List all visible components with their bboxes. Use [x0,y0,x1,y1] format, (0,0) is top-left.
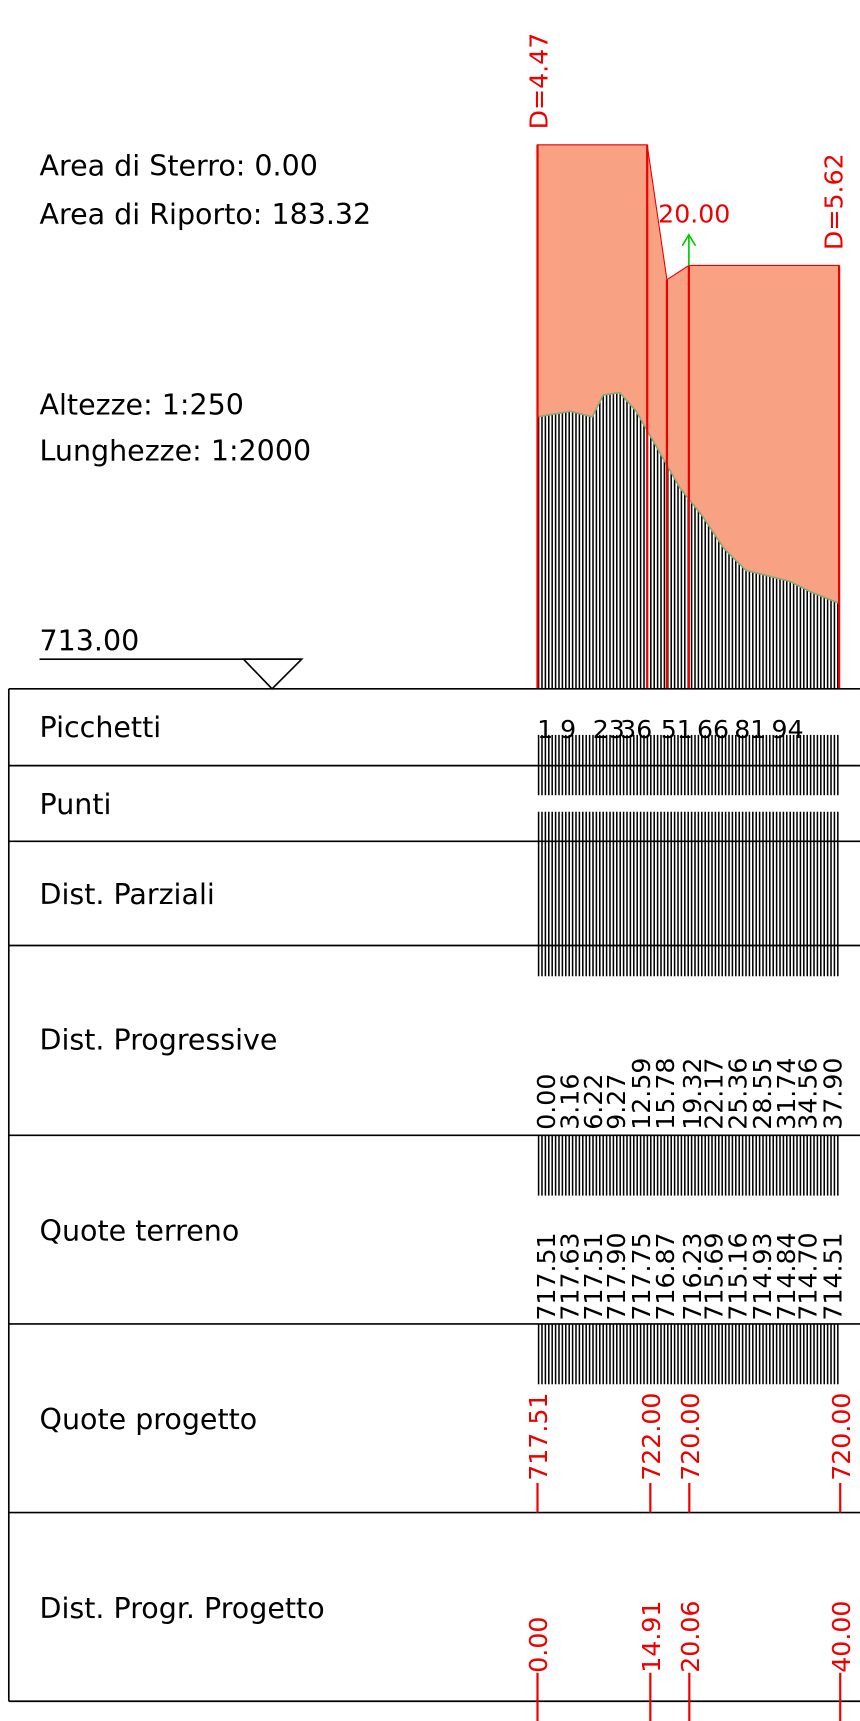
progressive-label: 15.78 [651,1058,680,1130]
project-distance-label: 20.06 [676,1601,705,1673]
progressive-label: 22.17 [700,1058,729,1130]
stake-label: 9 [560,715,576,744]
project-distance-label: 0.00 [524,1617,553,1673]
row-label: Dist. Parziali [40,878,215,911]
ground-height-label: 714.93 [748,1232,777,1320]
ground-line [537,391,840,605]
ground-height-label: 716.23 [678,1232,707,1320]
project-height-label: 720.00 [827,1393,856,1481]
row-label: Punti [40,788,112,821]
progressive-label: 12.59 [627,1058,656,1130]
ground-height-label: 717.75 [627,1232,656,1320]
table-lines [7,688,860,1703]
datum-marker [241,658,304,691]
ground-height-label: 714.70 [793,1232,822,1320]
stake-label: 94 [772,715,804,744]
ground-height-label: 715.16 [724,1232,753,1320]
grade-arrow [681,233,697,266]
project-distance-label: 40.00 [827,1601,856,1673]
red-verticals [536,144,841,689]
stake-label: 66 [697,715,729,744]
progressive-label: 25.36 [724,1058,753,1130]
ground-height-label: 717.51 [532,1232,561,1320]
ground-height-label: 714.84 [772,1232,801,1320]
ground-height-label: 715.69 [700,1232,729,1320]
row-label: Dist. Progr. Progetto [40,1592,325,1625]
project-distance-label: 14.91 [637,1601,666,1673]
scale-heights: Altezze: 1:250 [40,389,244,422]
progressive-label: 37.90 [819,1058,848,1130]
progressive-label: 0.00 [532,1074,561,1130]
progressive-label: 19.32 [678,1058,707,1130]
progressive-label: 31.74 [772,1058,801,1130]
datum: 713.00 [40,624,140,657]
progressive-label: 28.55 [748,1058,777,1130]
project-height-label: 722.00 [637,1393,666,1481]
row-label: Dist. Progressive [40,1024,278,1057]
ground-height-label: 716.87 [651,1232,680,1320]
progressive-label: 3.16 [556,1074,585,1130]
stake-label: 51 [661,715,693,744]
stake-label: 23 [593,715,625,744]
grade-label: 20.00 [658,200,730,229]
row-label: Quote progetto [40,1403,258,1436]
scale-lengths: Lunghezze: 1:2000 [40,435,312,468]
d-start: D=4.47 [524,33,553,130]
progressive-label: 9.27 [602,1074,631,1130]
d-end: D=5.62 [819,153,848,250]
ground-height-label: 717.63 [556,1232,585,1320]
area-sterro: Area di Sterro: 0.00 [40,150,318,183]
row-label: Picchetti [40,711,162,744]
ground-height-label: 717.90 [602,1232,631,1320]
progressive-label: 6.22 [579,1074,608,1130]
stake-label: 81 [734,715,766,744]
ground-height-label: 714.51 [819,1232,848,1320]
ground-height-label: 717.51 [579,1232,608,1320]
stake-label: 1 [537,715,553,744]
stake-label: 36 [620,715,652,744]
project-height-label: 717.51 [524,1393,553,1481]
row-label: Quote terreno [40,1215,240,1248]
progressive-label: 34.56 [793,1058,822,1130]
barcode-lines [537,393,839,1385]
area-riporto: Area di Riporto: 183.32 [40,198,372,231]
project-height-label: 720.00 [676,1393,705,1481]
